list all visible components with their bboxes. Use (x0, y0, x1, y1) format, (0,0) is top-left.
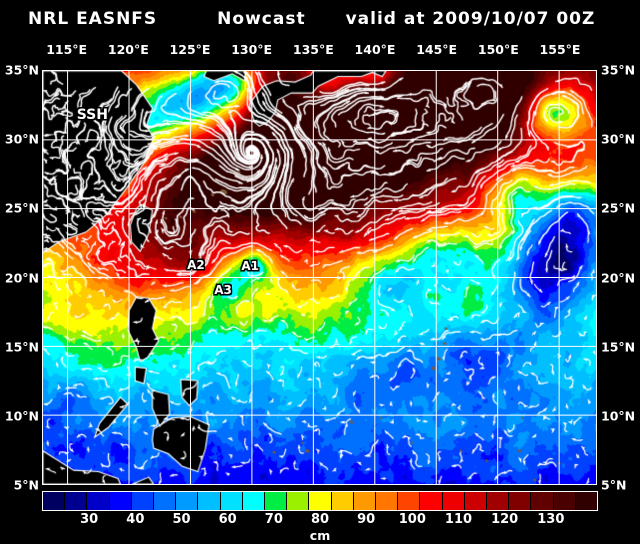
colorbar-tick-60: 60 (218, 512, 237, 527)
lon-tick-125: 125°E (169, 42, 211, 57)
colorbar-swatch-85 (331, 492, 354, 510)
annot-a3: A3 (214, 282, 232, 297)
colorbar-swatch-135 (553, 492, 576, 510)
colorbar-tick-70: 70 (264, 512, 283, 527)
lat-tick-20: 20°N (4, 270, 39, 285)
graticule-gridlines (43, 71, 596, 484)
colorbar-tick-100: 100 (398, 512, 426, 527)
colorbar-swatch-50 (176, 492, 199, 510)
colorbar-swatch-40 (131, 492, 155, 510)
lat-tick-25: 25°N (601, 200, 636, 216)
colorbar-tick-30: 30 (80, 512, 99, 527)
lat-tick-15: 15°N (4, 339, 39, 355)
colorbar-swatch-70 (265, 492, 288, 510)
colorbar-swatch-125 (509, 492, 532, 510)
colorbar-swatch-20 (43, 492, 66, 510)
colorbar-tick-labels: 30 40 50 60 70 80 90 100 110 120 130 (0, 512, 640, 528)
lon-tick-135: 135°E (292, 42, 334, 57)
lon-tick-120: 120°E (107, 42, 149, 57)
lat-tick-25: 25°N (4, 200, 39, 216)
colorbar-swatch-25 (65, 492, 88, 510)
colorbar-swatch-120 (487, 492, 510, 510)
colorbar-swatch-35 (109, 492, 132, 510)
colorbar (42, 491, 598, 511)
colorbar-swatch-45 (154, 492, 177, 510)
colorbar-swatch-75 (287, 492, 310, 510)
lat-tick-5: 5°N (13, 477, 39, 493)
colorbar-tick-130: 130 (537, 512, 565, 527)
colorbar-swatch-60 (220, 492, 243, 510)
map-annotation-layer: SSH A1 A2 A3 (43, 71, 596, 484)
lat-tick-10: 10°N (4, 408, 39, 424)
colorbar-swatch-90 (353, 492, 377, 510)
lat-tick-35: 35°N (4, 62, 39, 78)
colorbar-tick-50: 50 (172, 512, 191, 527)
lat-tick-5: 5°N (601, 477, 627, 493)
lat-tick-20: 20°N (601, 270, 636, 285)
lon-tick-150: 150°E (477, 42, 519, 57)
colorbar-tick-120: 120 (491, 512, 519, 527)
annot-ssh: SSH (76, 107, 108, 124)
lon-tick-115: 115°E (46, 42, 88, 57)
longitude-axis-top: 115°E 120°E 125°E 130°E 135°E 140°E 145°E 150°E… (0, 42, 640, 60)
colorbar-swatch-80 (309, 492, 332, 510)
title-agency: NRL EASNFS (28, 9, 158, 29)
colorbar-swatch-30 (87, 492, 110, 510)
annot-a1: A1 (241, 259, 260, 274)
colorbar-tick-90: 90 (357, 512, 376, 527)
colorbar-swatch-110 (442, 492, 465, 510)
lat-tick-30: 30°N (601, 131, 636, 147)
lon-tick-140: 140°E (354, 42, 396, 57)
colorbar-swatch-105 (420, 492, 443, 510)
colorbar-tick-40: 40 (126, 512, 145, 527)
lat-tick-35: 35°N (601, 62, 636, 78)
colorbar-swatch-115 (464, 492, 488, 510)
title-bar: NRL EASNFS Nowcast valid at 2009/10/07 0… (0, 6, 640, 32)
lon-tick-145: 145°E (416, 42, 458, 57)
colorbar-swatch-140 (575, 492, 598, 510)
map-plot-area[interactable]: SSH A1 A2 A3 (42, 70, 597, 485)
title-valid-time: valid at 2009/10/07 00Z (345, 9, 596, 29)
title-mode: Nowcast (217, 9, 306, 29)
colorbar-swatch-130 (531, 492, 554, 510)
latitude-axis-left: 35°N 30°N 25°N 20°N 15°N 10°N 5°N (0, 0, 39, 544)
colorbar-tick-110: 110 (444, 512, 473, 527)
colorbar-tick-80: 80 (310, 512, 330, 527)
lon-tick-155: 155°E (539, 42, 581, 57)
annot-a2: A2 (187, 257, 205, 272)
colorbar-swatch-95 (376, 492, 399, 510)
colorbar-swatch-55 (198, 492, 221, 510)
lon-tick-130: 130°E (231, 42, 273, 57)
lat-tick-30: 30°N (4, 131, 39, 147)
lat-tick-15: 15°N (601, 339, 636, 355)
lat-tick-10: 10°N (601, 408, 636, 424)
colorbar-unit-label: cm (309, 528, 331, 543)
colorbar-swatch-100 (398, 492, 421, 510)
colorbar-swatch-65 (242, 492, 266, 510)
latitude-axis-right: 35°N 30°N 25°N 20°N 15°N 10°N 5°N (601, 0, 640, 544)
